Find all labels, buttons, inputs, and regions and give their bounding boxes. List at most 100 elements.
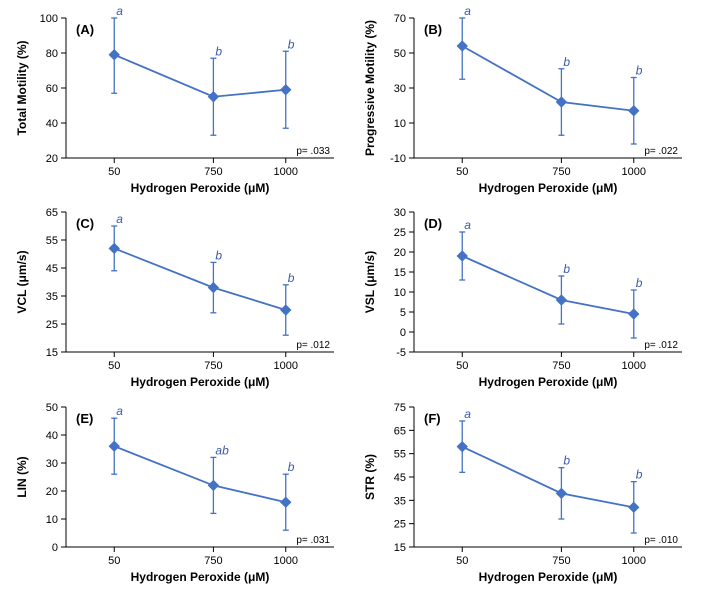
x-axis-title: Hydrogen Peroxide (μM): [479, 570, 618, 584]
x-tick-label: 750: [552, 360, 570, 372]
data-marker: [556, 97, 566, 107]
y-tick-label: 10: [394, 118, 406, 130]
x-tick-label: 750: [204, 166, 222, 178]
panel-letter: (A): [76, 22, 94, 37]
y-tick-label: 60: [46, 83, 58, 95]
y-tick-label: 75: [394, 402, 406, 414]
p-value-label: p= .010: [644, 535, 678, 546]
significance-label: a: [116, 404, 123, 418]
x-tick-label: 1000: [274, 166, 298, 178]
significance-label: b: [215, 249, 222, 263]
p-value-label: p= .012: [296, 340, 330, 351]
significance-label: b: [563, 55, 570, 69]
y-tick-label: 30: [394, 207, 406, 219]
panel-letter: (D): [424, 216, 442, 231]
x-tick-label: 50: [108, 360, 120, 372]
data-marker: [281, 305, 291, 315]
data-marker: [109, 244, 119, 254]
significance-label: b: [636, 467, 643, 481]
y-tick-label: 50: [46, 402, 58, 414]
y-tick-label: 40: [46, 118, 58, 130]
x-tick-label: 50: [456, 166, 468, 178]
series-line: [462, 46, 634, 111]
y-tick-label: 35: [394, 495, 406, 507]
significance-label: a: [464, 8, 471, 18]
x-tick-label: 1000: [622, 555, 646, 567]
data-marker: [281, 85, 291, 95]
data-marker: [109, 50, 119, 60]
series-line: [114, 55, 286, 97]
series-line: [462, 256, 634, 314]
y-tick-label: -10: [390, 153, 406, 165]
significance-label: b: [288, 37, 295, 51]
x-tick-label: 1000: [274, 555, 298, 567]
panel-letter: (C): [76, 216, 94, 231]
data-marker: [208, 480, 218, 490]
significance-label: b: [288, 460, 295, 474]
panel-C: 152535455565507501000abb(C)p= .012Hydrog…: [8, 202, 348, 392]
series-line: [114, 446, 286, 502]
y-tick-label: 20: [394, 247, 406, 259]
panel-letter: (E): [76, 411, 93, 426]
x-tick-label: 1000: [622, 360, 646, 372]
panel-E: 01020304050507501000aabb(E)p= .031Hydrog…: [8, 397, 348, 587]
y-tick-label: 65: [46, 207, 58, 219]
y-tick-label: 15: [394, 267, 406, 279]
y-tick-label: 100: [40, 13, 58, 25]
y-axis-title: LIN (%): [15, 456, 29, 497]
x-axis-title: Hydrogen Peroxide (μM): [131, 375, 270, 389]
significance-label: a: [116, 8, 123, 18]
panel-B: -1010305070507501000abb(B)p= .022Hydroge…: [356, 8, 696, 198]
panel-letter: (F): [424, 411, 441, 426]
y-tick-label: 0: [400, 327, 406, 339]
significance-label: a: [464, 218, 471, 232]
y-tick-label: 15: [46, 347, 58, 359]
panel-A: 20406080100507501000abb(A)p= .033Hydroge…: [8, 8, 348, 198]
y-tick-label: 25: [394, 227, 406, 239]
data-marker: [556, 488, 566, 498]
x-tick-label: 50: [456, 360, 468, 372]
x-tick-label: 750: [204, 360, 222, 372]
significance-label: b: [563, 453, 570, 467]
x-tick-label: 1000: [274, 360, 298, 372]
data-marker: [629, 309, 639, 319]
y-tick-label: 45: [394, 472, 406, 484]
significance-label: b: [215, 44, 222, 58]
y-tick-label: 40: [46, 430, 58, 442]
x-tick-label: 1000: [622, 166, 646, 178]
data-marker: [556, 295, 566, 305]
x-axis-title: Hydrogen Peroxide (μM): [131, 570, 270, 584]
y-tick-label: 30: [46, 458, 58, 470]
series-line: [462, 446, 634, 507]
data-marker: [629, 106, 639, 116]
p-value-label: p= .033: [296, 146, 330, 157]
y-tick-label: 10: [394, 287, 406, 299]
significance-label: b: [636, 64, 643, 78]
significance-label: ab: [215, 443, 229, 457]
data-marker: [281, 497, 291, 507]
significance-label: a: [464, 407, 471, 421]
x-tick-label: 50: [108, 166, 120, 178]
y-tick-label: 80: [46, 48, 58, 60]
significance-label: b: [636, 276, 643, 290]
series-line: [114, 249, 286, 311]
y-tick-label: 65: [394, 425, 406, 437]
data-marker: [208, 92, 218, 102]
y-tick-label: 70: [394, 13, 406, 25]
y-tick-label: 0: [52, 542, 58, 554]
data-marker: [208, 283, 218, 293]
y-axis-title: VCL (μm/s): [15, 251, 29, 314]
significance-label: b: [288, 271, 295, 285]
data-marker: [457, 441, 467, 451]
y-tick-label: 5: [400, 307, 406, 319]
y-tick-label: 55: [394, 448, 406, 460]
x-axis-title: Hydrogen Peroxide (μM): [479, 181, 618, 195]
x-tick-label: 750: [204, 555, 222, 567]
y-axis-title: Total Motility (%): [15, 40, 29, 135]
y-tick-label: 15: [394, 542, 406, 554]
panel-D: -5051015202530507501000abb(D)p= .012Hydr…: [356, 202, 696, 392]
y-tick-label: 25: [394, 518, 406, 530]
x-tick-label: 50: [108, 555, 120, 567]
y-tick-label: 55: [46, 235, 58, 247]
data-marker: [457, 41, 467, 51]
